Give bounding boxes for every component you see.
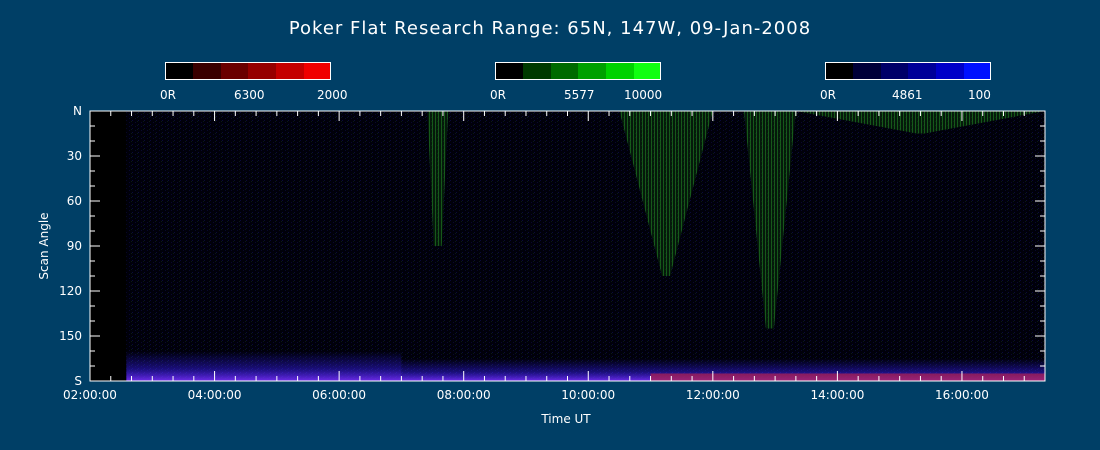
red-emission-band (650, 373, 1045, 381)
colorbar-frame (165, 62, 331, 80)
green-emission-band (427, 111, 449, 246)
colorbar-frame (495, 62, 661, 80)
page-title: Poker Flat Research Range: 65N, 147W, 09… (288, 18, 812, 39)
colorbar-swatch (825, 62, 853, 80)
colorbar-green-max-label: 10000 (624, 88, 663, 102)
colorbar-red-min-label: 0R (160, 88, 176, 102)
x-axis-label: Time UT (540, 412, 591, 426)
colorbar-green-5577 (495, 62, 662, 80)
colorbar-swatch (248, 62, 276, 80)
colorbar-swatch (303, 62, 332, 80)
x-tick-label: 14:00:00 (810, 388, 864, 402)
colorbar-swatch (908, 62, 936, 80)
blue-emission-band (126, 351, 402, 381)
x-tick-label: 04:00:00 (188, 388, 242, 402)
y-tick-label: 60 (67, 194, 82, 208)
colorbar-swatch (522, 62, 551, 80)
x-tick-label: 12:00:00 (686, 388, 740, 402)
y-tick-label: 30 (67, 149, 82, 163)
x-tick-label: 10:00:00 (561, 388, 615, 402)
plot-background (90, 111, 1045, 381)
y-axis-label: Scan Angle (37, 212, 51, 279)
green-emission-band (743, 111, 796, 329)
colorbar-swatch (495, 62, 523, 80)
colorbar-red-wavelength-label: 6300 (234, 88, 265, 102)
x-tick-label: 16:00:00 (935, 388, 989, 402)
y-tick-label: S (74, 374, 82, 388)
colorbar-swatch (935, 62, 964, 80)
colorbar-swatch (165, 62, 193, 80)
colorbar-swatch (963, 62, 992, 80)
colorbar-green-wavelength-label: 5577 (564, 88, 595, 102)
colorbar-swatch (880, 62, 909, 80)
colorbar-swatch (550, 62, 579, 80)
y-tick-label: 120 (59, 284, 82, 298)
colorbar-frame (825, 62, 991, 80)
y-tick-label: N (73, 104, 82, 118)
colorbar-swatch (275, 62, 304, 80)
colorbar-red-max-label: 2000 (317, 88, 348, 102)
x-tick-label: 02:00:00 (63, 388, 117, 402)
green-emission-band (619, 111, 713, 276)
colorbar-red-6300 (165, 62, 332, 80)
colorbar-blue-max-label: 100 (968, 88, 991, 102)
colorbar-swatch (605, 62, 634, 80)
colorbar-swatch (192, 62, 221, 80)
x-tick-label: 06:00:00 (312, 388, 366, 402)
green-emission-band (795, 111, 1045, 134)
colorbar-swatch (852, 62, 881, 80)
colorbar-green-min-label: 0R (490, 88, 506, 102)
colorbar-blue-4861 (825, 62, 992, 80)
colorbar-blue-min-label: 0R (820, 88, 836, 102)
colorbar-swatch (578, 62, 606, 80)
y-tick-label: 90 (67, 239, 82, 253)
x-tick-label: 08:00:00 (437, 388, 491, 402)
colorbar-blue-wavelength-label: 4861 (892, 88, 923, 102)
colorbar-swatch (633, 62, 662, 80)
colorbar-swatch (220, 62, 249, 80)
y-tick-label: 150 (59, 329, 82, 343)
